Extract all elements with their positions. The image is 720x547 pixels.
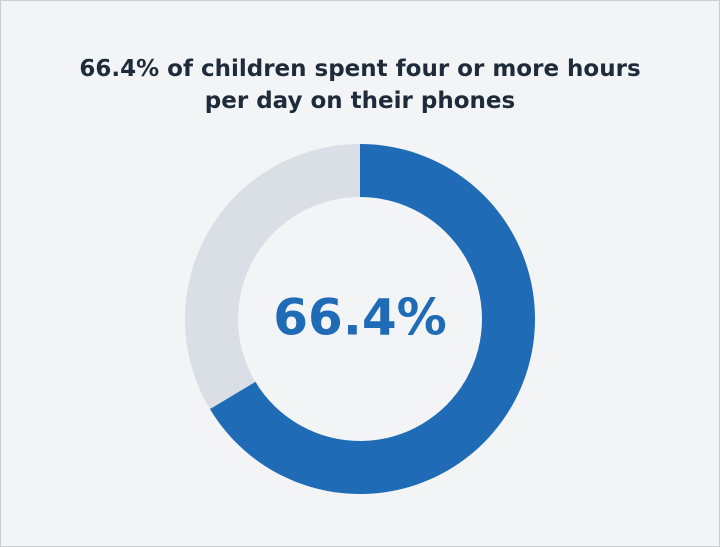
center-value-label: 66.4% <box>273 289 446 347</box>
chart-title: 66.4% of children spent four or more hou… <box>79 56 641 114</box>
donut-segment <box>209 144 535 494</box>
donut-segment <box>185 144 360 410</box>
